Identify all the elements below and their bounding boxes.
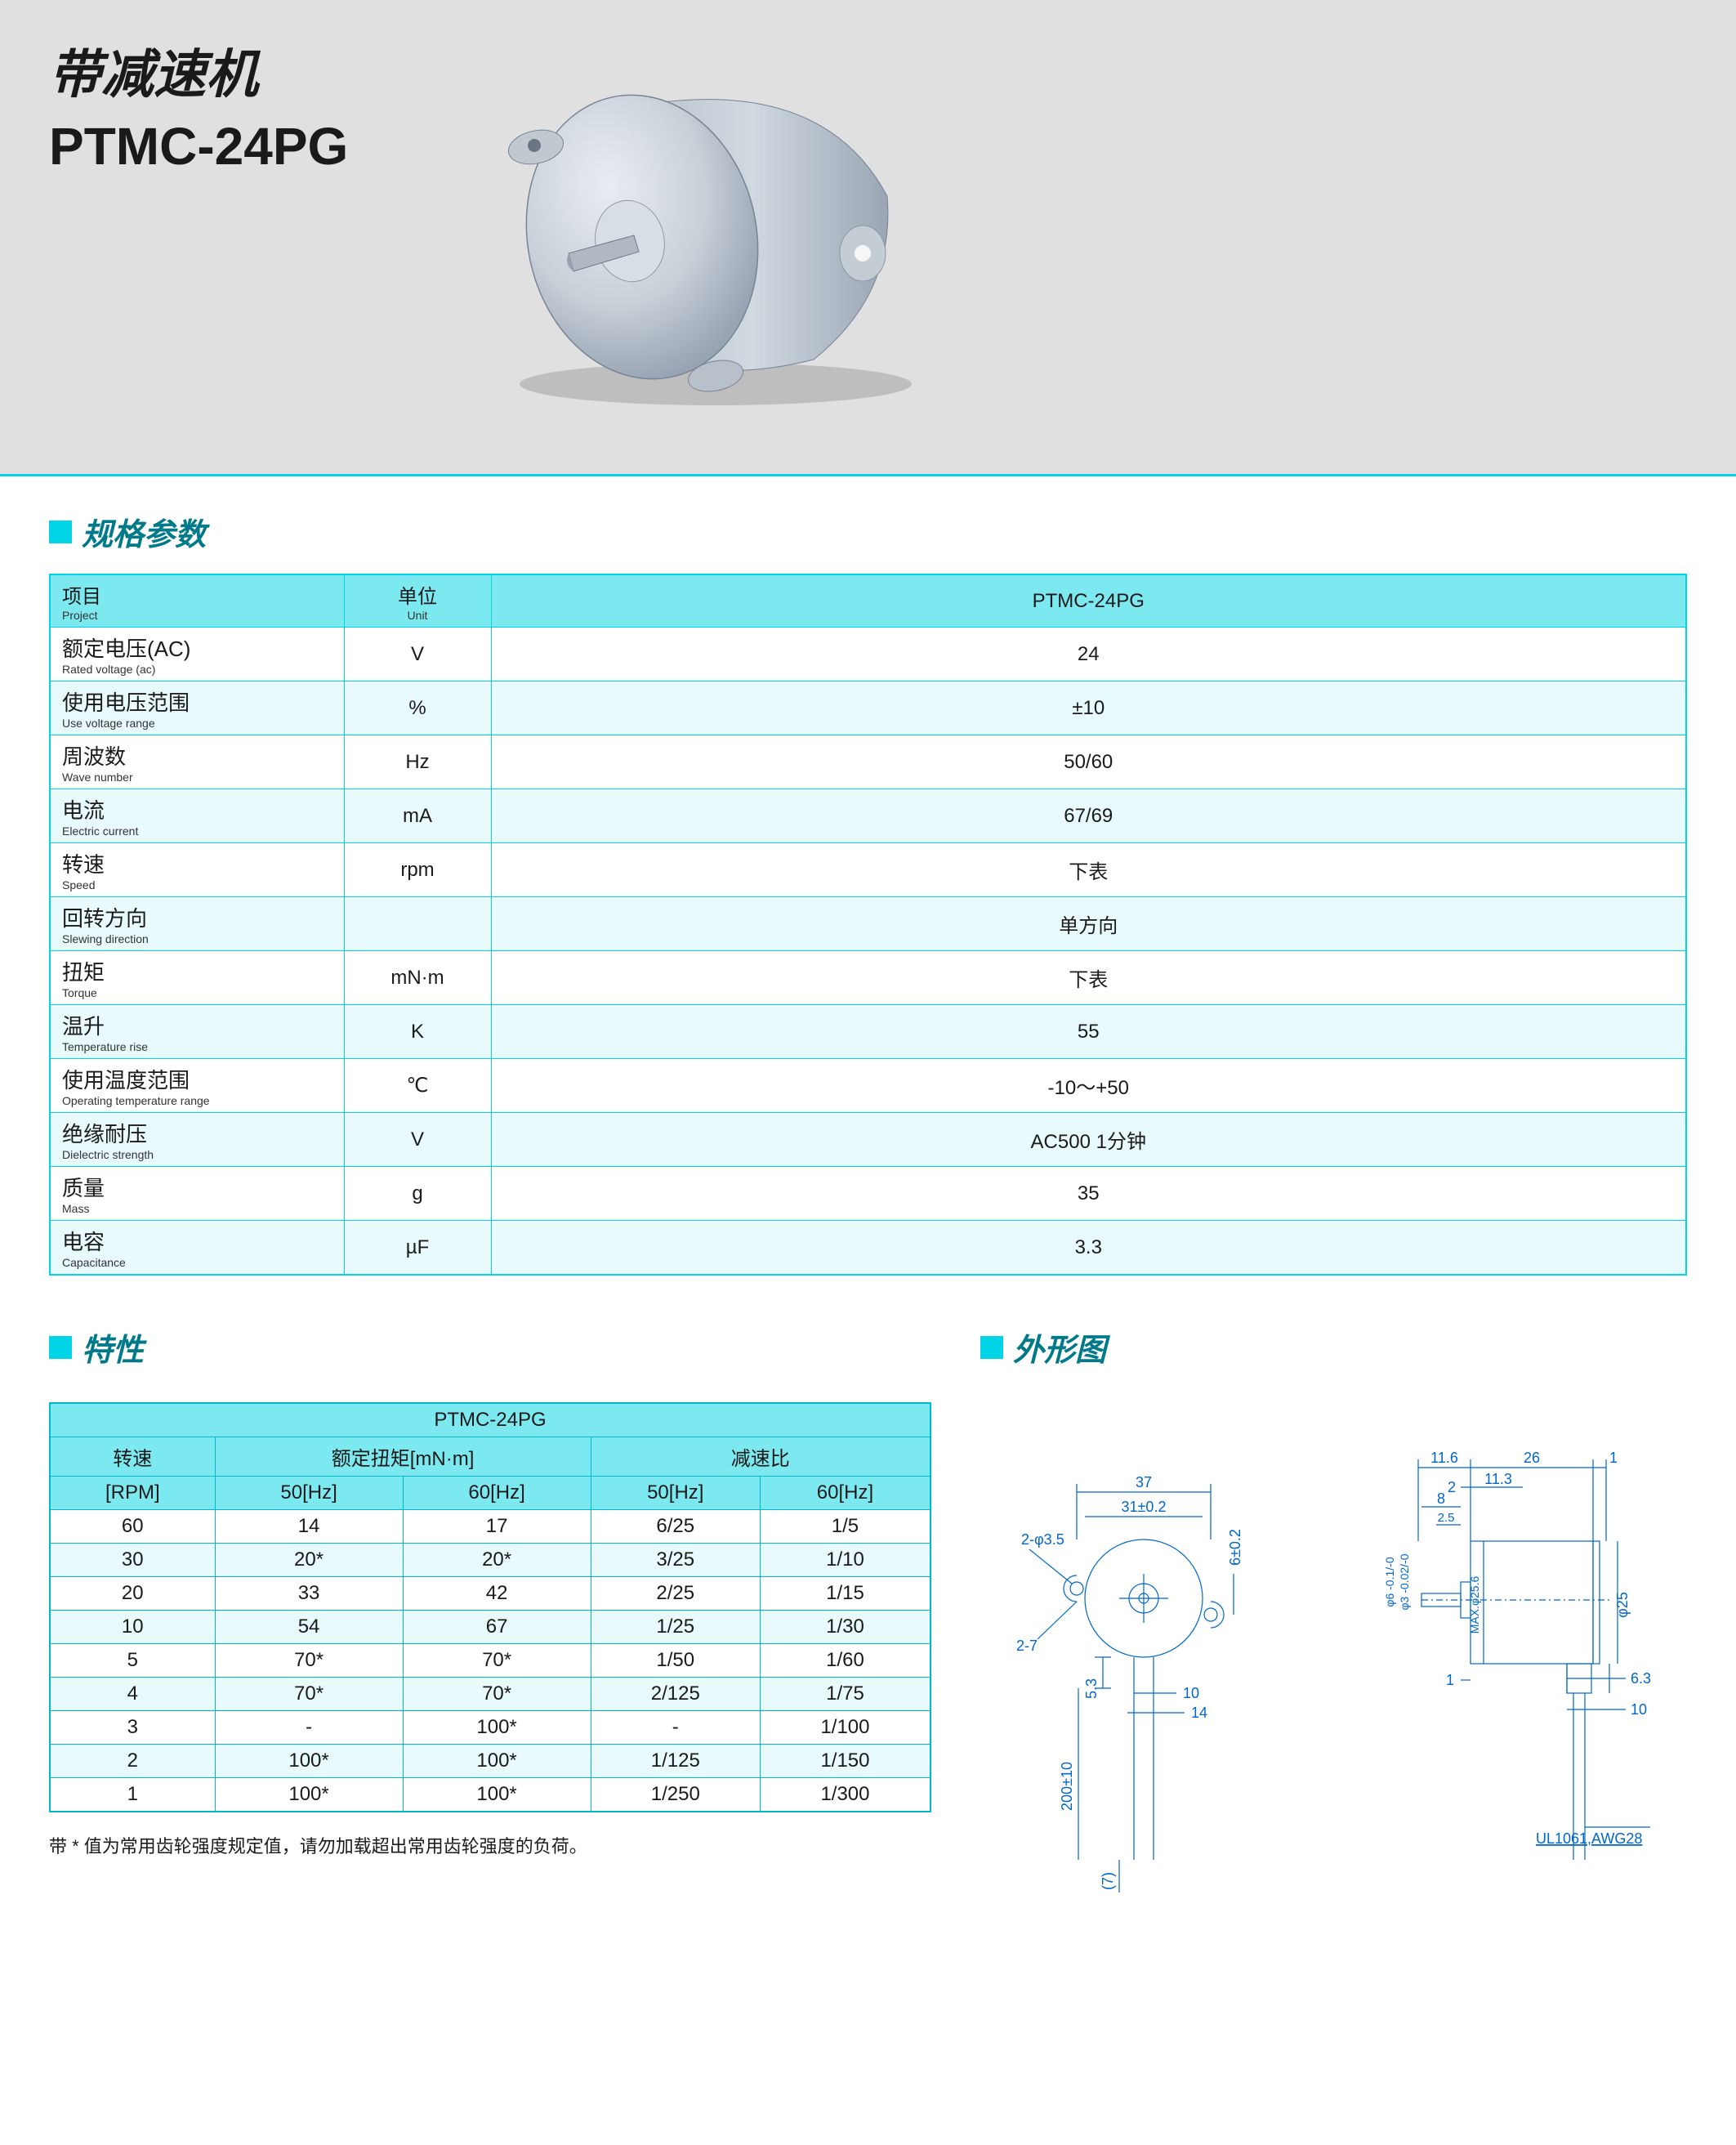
dim-6pm02: 6±0.2 [1227,1529,1243,1566]
spec-row: 周波数Wave numberHz50/60 [50,735,1686,789]
spec-row: 温升Temperature riseK55 [50,1005,1686,1059]
dim-p7: (7) [1100,1872,1116,1890]
spec-row: 使用温度范围Operating temperature range℃-10～+5… [50,1059,1686,1113]
dim-5-3: 5.3 [1083,1678,1100,1699]
title-cn: 带减速机 [49,33,348,108]
char-sub-50b: 50[Hz] [591,1477,760,1510]
dim-10: 10 [1183,1685,1199,1701]
title-model: PTMC-24PG [49,116,348,177]
spec-th-unit: 单位 Unit [344,574,491,628]
dim-200: 200±10 [1059,1762,1075,1811]
char-sub-60b: 60[Hz] [760,1477,930,1510]
char-row: 1054671/251/30 [50,1611,930,1644]
footnote: 带 * 值为常用齿轮强度规定值，请勿加载超出常用齿轮强度的负荷。 [49,1832,931,1858]
section-header-drawing: 外形图 [980,1325,1699,1370]
dim-1: 1 [1446,1672,1454,1688]
char-sub-rpm: [RPM] [50,1477,215,1510]
spec-row: 电容CapacitanceµF3.3 [50,1221,1686,1276]
header-area: 带减速机 PTMC-24PG [0,0,1736,474]
char-h-torque: 额定扭矩[mN·m] [215,1437,591,1477]
section-title-spec: 规格参数 [82,509,206,554]
dim-6-3: 6.3 [1631,1670,1651,1687]
dim-11-6: 11.6 [1430,1450,1458,1466]
spec-row: 额定电压(AC)Rated voltage (ac)V24 [50,628,1686,681]
title-block: 带减速机 PTMC-24PG [49,33,348,177]
section-box-icon [49,1336,72,1359]
char-row: 1100*100*1/2501/300 [50,1778,930,1812]
char-row: 470*70*2/1251/75 [50,1678,930,1711]
char-row: 6014176/251/5 [50,1510,930,1544]
dim-11-3: 11.3 [1484,1471,1512,1487]
spec-row: 回转方向Slewing direction单方向 [50,897,1686,951]
section-title-char: 特性 [82,1325,144,1370]
dim-37: 37 [1136,1474,1152,1490]
spec-row: 质量Massg35 [50,1167,1686,1221]
char-row: 3020*20*3/251/10 [50,1544,930,1577]
section-header-char: 特性 [49,1325,931,1370]
spec-th-project: 项目 Project [50,574,344,628]
spec-row: 使用电压范围Use voltage range%±10 [50,681,1686,735]
wire-label: UL1061,AWG28 [1536,1830,1642,1847]
spec-row: 转速Speedrpm下表 [50,843,1686,897]
section-title-drawing: 外形图 [1013,1325,1106,1370]
char-row: 570*70*1/501/60 [50,1644,930,1678]
char-row: 2100*100*1/1251/150 [50,1745,930,1778]
char-row: 3-100*-1/100 [50,1711,930,1745]
char-h-speed: 转速 [50,1437,215,1477]
char-sub-50a: 50[Hz] [215,1477,403,1510]
dim-phi3: φ3 -0.02/-0 [1398,1553,1411,1610]
spec-table: 项目 Project 单位 Unit PTMC-24PG 额定电压(AC)Rat… [49,574,1687,1276]
technical-drawing: 37 31±0.2 2-φ3.5 2-7 6±0.2 [980,1402,1699,1929]
spec-th-model: PTMC-24PG [491,574,1686,628]
spec-row: 电流Electric currentmA67/69 [50,789,1686,843]
char-h-ratio: 减速比 [591,1437,930,1477]
spec-row: 绝缘耐压Dielectric strengthVAC500 1分钟 [50,1113,1686,1167]
dim-8: 8 [1437,1490,1445,1507]
dim-1r: 1 [1609,1450,1618,1466]
dim-2-5: 2.5 [1438,1511,1455,1525]
dim-14: 14 [1191,1705,1207,1721]
char-title: PTMC-24PG [50,1403,930,1437]
dim-10b: 10 [1631,1701,1647,1718]
motor-image [430,33,969,425]
dim-2phi35: 2-φ3.5 [1021,1531,1064,1548]
spec-row: 扭矩TorquemN·m下表 [50,951,1686,1005]
dim-phi25: φ25 [1614,1592,1631,1618]
dim-max: MAX.φ25.6 [1468,1576,1481,1634]
section-box-icon [980,1336,1003,1359]
dim-31: 31±0.2 [1122,1499,1167,1515]
dim-phi6: φ6 -0.1/-0 [1383,1557,1396,1607]
dim-26: 26 [1524,1450,1540,1466]
dim-2-7: 2-7 [1016,1638,1038,1654]
section-box-icon [49,521,72,543]
char-sub-60a: 60[Hz] [403,1477,591,1510]
characteristics-table: PTMC-24PG 转速 额定扭矩[mN·m] 减速比 [RPM] 50[Hz]… [49,1402,931,1812]
char-row: 2033422/251/15 [50,1577,930,1611]
dim-2: 2 [1448,1479,1456,1495]
section-header-spec: 规格参数 [49,509,1687,554]
